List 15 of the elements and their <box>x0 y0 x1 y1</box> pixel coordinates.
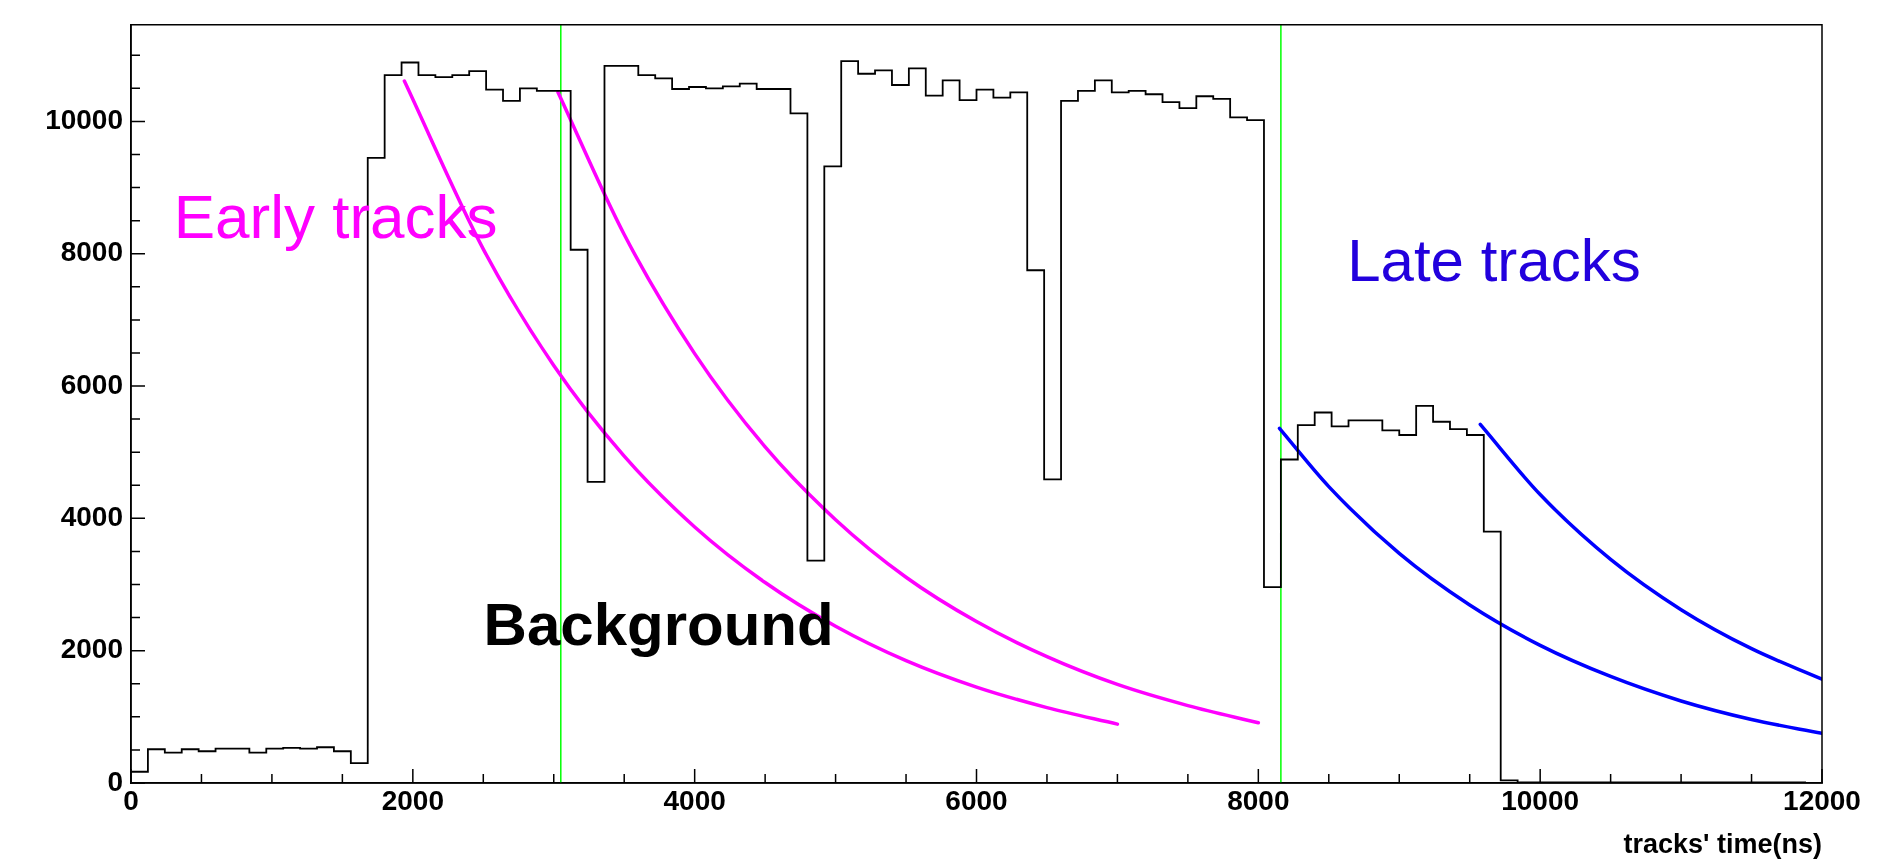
y-tick-label: 2000 <box>60 633 123 665</box>
line-series <box>1478 422 1822 681</box>
y-tick-label: 10000 <box>45 104 123 136</box>
x-tick-label: 10000 <box>1501 784 1580 816</box>
x-tick-label: 4000 <box>663 784 726 816</box>
y-tick-label: 6000 <box>60 368 123 400</box>
y-tick-label: 4000 <box>60 501 123 533</box>
y-tick-label: 8000 <box>60 236 123 268</box>
x-tick-label: 2000 <box>381 784 444 816</box>
x-tick-label: 8000 <box>1227 784 1290 816</box>
x-axis-title: tracks' time(ns) <box>1623 829 1822 860</box>
line-series <box>1277 426 1822 736</box>
x-tick-label: 6000 <box>945 784 1008 816</box>
x-tick-label: 12000 <box>1783 784 1861 816</box>
annotation: Late tracks <box>1347 226 1641 294</box>
